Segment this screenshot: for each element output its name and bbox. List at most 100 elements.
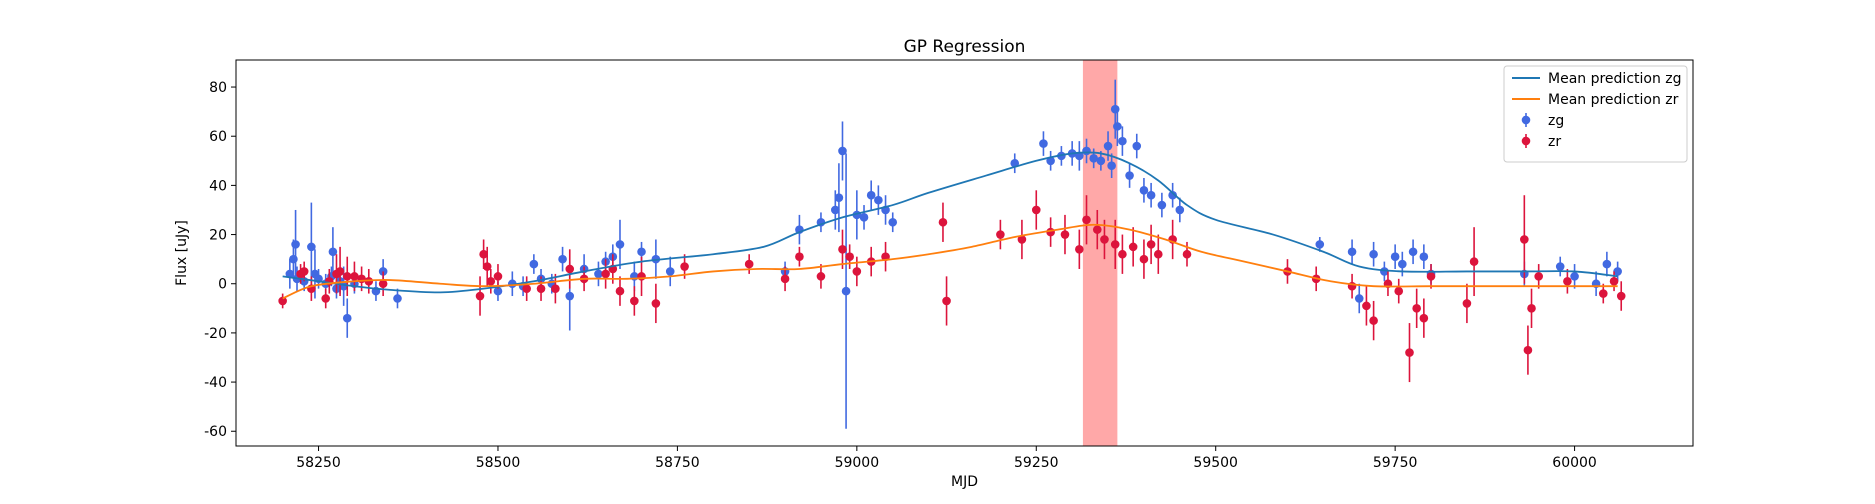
marker — [594, 269, 603, 279]
data-point-zg — [888, 212, 898, 233]
marker — [1082, 146, 1091, 156]
marker — [378, 279, 388, 289]
chart-title: GP Regression — [904, 37, 1026, 57]
marker — [1125, 171, 1134, 180]
data-point-zr — [1110, 219, 1120, 269]
marker — [1426, 272, 1436, 281]
legend-box — [1503, 65, 1688, 163]
marker — [1132, 141, 1142, 151]
data-point-zg — [328, 227, 338, 277]
data-point-zr — [1394, 278, 1404, 304]
data-point-zr — [601, 259, 610, 289]
marker — [486, 276, 496, 286]
data-point-zr — [1534, 264, 1543, 289]
data-point-zr — [780, 266, 790, 292]
data-point-zr — [565, 249, 575, 289]
data-point-zg — [1039, 131, 1048, 156]
marker — [529, 259, 539, 269]
marker — [1598, 289, 1608, 298]
marker — [888, 217, 898, 227]
data-point-zr — [1405, 323, 1414, 383]
marker — [1408, 247, 1418, 257]
data-point-zr — [1362, 286, 1371, 326]
marker — [1089, 154, 1098, 163]
data-point-zr — [852, 256, 862, 287]
data-point-zr — [744, 254, 754, 274]
marker — [364, 276, 374, 286]
data-point-zg — [1113, 106, 1122, 147]
data-point-zr — [1182, 241, 1192, 267]
marker — [1168, 190, 1177, 200]
data-point-zg — [1408, 239, 1418, 265]
marker — [1075, 245, 1084, 254]
marker — [1527, 304, 1536, 313]
legend-label: Mean prediction zg — [1548, 71, 1682, 87]
marker — [1139, 186, 1149, 195]
marker — [1153, 249, 1163, 259]
data-point-zg — [594, 261, 603, 287]
data-point-zr — [1031, 190, 1041, 230]
data-point-zr — [364, 268, 374, 294]
marker — [1390, 252, 1400, 261]
marker — [1563, 276, 1572, 286]
marker — [342, 272, 352, 281]
marker — [1609, 276, 1619, 286]
marker — [1412, 304, 1421, 313]
data-point-zg — [859, 205, 869, 230]
marker — [1405, 348, 1414, 357]
marker — [852, 267, 862, 276]
marker — [1398, 259, 1407, 269]
marker — [1139, 254, 1149, 264]
data-point-zr — [1419, 298, 1429, 338]
marker — [1570, 272, 1579, 281]
marker — [285, 269, 295, 279]
marker — [565, 291, 575, 301]
data-point-zr — [1609, 271, 1619, 292]
marker — [1555, 262, 1565, 271]
data-point-zr — [838, 229, 847, 269]
data-point-zg — [1555, 256, 1565, 277]
data-point-zr — [816, 264, 826, 289]
marker — [565, 264, 575, 274]
marker — [482, 262, 492, 271]
marker — [838, 245, 847, 254]
marker — [1103, 141, 1113, 151]
marker — [1362, 301, 1371, 311]
marker — [1110, 104, 1120, 114]
data-point-zr — [1523, 325, 1533, 375]
data-point-zr — [1118, 234, 1127, 274]
marker — [680, 262, 689, 271]
marker — [321, 294, 331, 303]
marker — [307, 242, 316, 252]
marker — [1017, 235, 1027, 244]
data-point-zr — [1426, 264, 1436, 289]
marker — [299, 267, 309, 276]
marker — [493, 272, 503, 281]
data-point-zg — [1132, 133, 1142, 159]
data-point-zr — [1128, 227, 1138, 267]
marker — [393, 294, 402, 303]
data-point-zg — [393, 288, 402, 309]
data-point-zr — [1369, 300, 1378, 341]
marker — [1394, 286, 1404, 296]
legend-label: zr — [1548, 134, 1561, 150]
marker — [1462, 299, 1472, 308]
data-point-zr — [378, 271, 388, 297]
data-point-zr — [1616, 281, 1626, 311]
marker — [630, 296, 639, 306]
data-point-zr — [299, 261, 309, 282]
marker — [816, 272, 826, 281]
data-point-zr — [1563, 268, 1572, 294]
marker — [1369, 316, 1378, 325]
marker — [1613, 267, 1622, 276]
highlight-band-layer — [1082, 60, 1118, 446]
y-tick-label: 40 — [209, 178, 227, 194]
marker — [1419, 313, 1429, 323]
data-point-zg — [1107, 153, 1116, 179]
legend-label: zg — [1548, 113, 1564, 129]
data-point-zg — [1146, 182, 1156, 208]
marker — [1157, 200, 1167, 210]
data-point-zr — [522, 276, 531, 301]
marker — [637, 247, 646, 257]
